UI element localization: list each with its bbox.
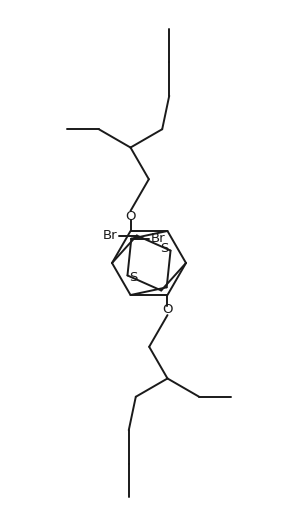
Text: O: O: [125, 210, 136, 222]
Text: Br: Br: [151, 232, 165, 245]
Text: Br: Br: [103, 229, 117, 242]
Text: S: S: [130, 271, 138, 284]
Text: S: S: [160, 242, 168, 255]
Text: O: O: [162, 304, 173, 316]
